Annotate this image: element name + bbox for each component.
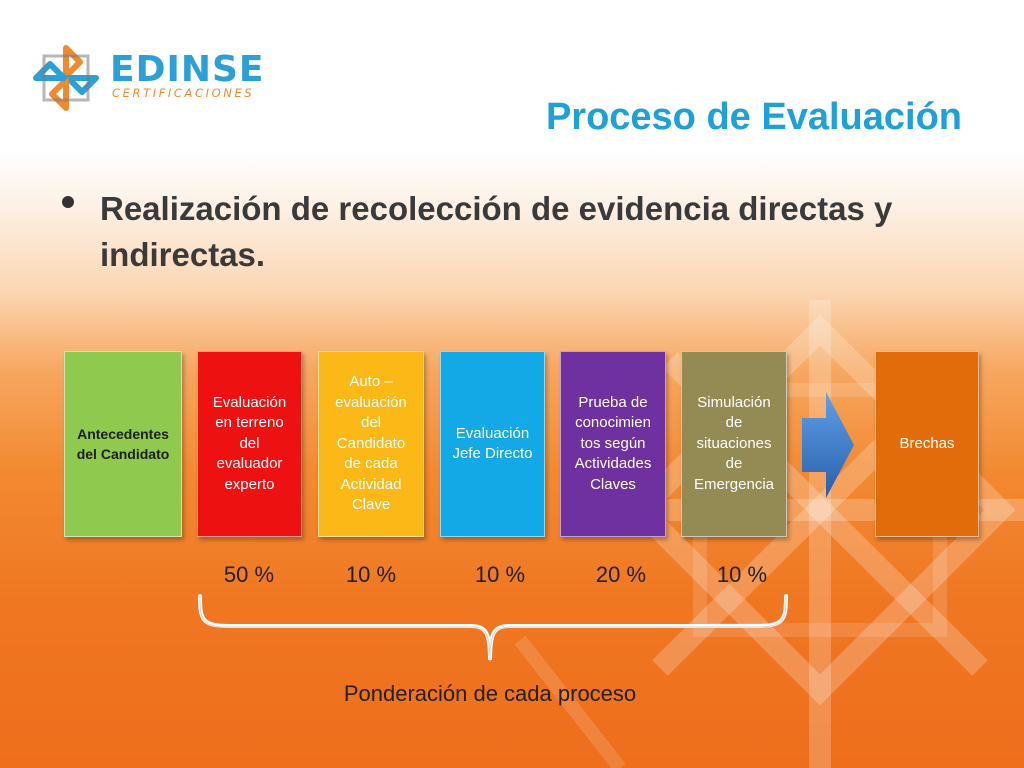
step-simulacion: Simulación de situaciones de Emergencia	[681, 351, 787, 537]
step-label: Evaluación Jefe Directo	[452, 424, 533, 463]
step-label: Prueba de conocimien tos según Actividad…	[574, 393, 652, 493]
weight-value: 50 %	[223, 562, 275, 587]
weight-value: 10 %	[474, 562, 526, 587]
bullet-point	[62, 196, 74, 208]
weights-caption: Ponderación de cada proceso	[343, 681, 637, 706]
right-arrow-icon	[802, 392, 854, 498]
edinse-logo: EDINSE CERTIFICACIONES	[28, 40, 288, 120]
weight-value: 20 %	[595, 562, 647, 587]
step-prueba-conocimientos: Prueba de conocimien tos según Actividad…	[560, 351, 666, 537]
weight-value: 10 %	[716, 562, 768, 587]
bullet-text: Realización de recolección de evidencia …	[100, 190, 893, 273]
logo-name: EDINSE	[110, 49, 265, 90]
result-brechas: Brechas	[875, 351, 979, 537]
result-label: Brechas	[899, 434, 955, 452]
step-evaluacion-jefe: Evaluación Jefe Directo	[440, 351, 545, 537]
grouping-brace	[198, 594, 788, 662]
step-antecedentes: Antecedentes del Candidato	[64, 351, 182, 537]
logo-symbol-icon	[33, 45, 99, 111]
logo-subtitle: CERTIFICACIONES	[112, 86, 255, 100]
step-autoevaluacion: Auto – evaluación del Candidato de cada …	[318, 351, 424, 537]
step-label: Simulación de situaciones de Emergencia	[693, 393, 775, 493]
step-evaluacion-terreno: Evaluación en terreno del evaluador expe…	[197, 351, 302, 537]
step-label: Auto – evaluación del Candidato de cada …	[335, 373, 407, 514]
weight-value: 10 %	[345, 562, 397, 587]
step-label: Antecedentes del Candidato	[76, 425, 170, 463]
step-label: Evaluación en terreno del evaluador expe…	[212, 393, 287, 493]
slide-title: Proceso de Evaluación	[545, 96, 962, 138]
